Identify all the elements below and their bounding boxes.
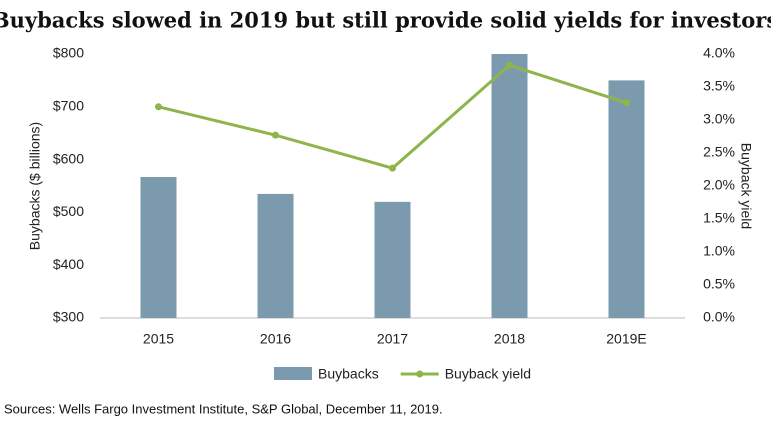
- legend-swatch: [416, 370, 424, 378]
- y-tick-label: $400: [53, 256, 84, 272]
- y2-tick-label: 0.0%: [703, 309, 735, 325]
- y2-tick-label: 1.0%: [703, 243, 735, 259]
- x-tick-label: 2019E: [606, 331, 646, 347]
- y2-tick-label: 3.0%: [703, 111, 735, 127]
- y-tick-label: $700: [53, 98, 84, 114]
- y-tick-label: $500: [53, 203, 84, 219]
- x-tick-label: 2017: [377, 331, 408, 347]
- x-tick-label: 2015: [143, 331, 174, 347]
- line-marker: [506, 61, 513, 69]
- source-note: Sources: Wells Fargo Investment Institut…: [4, 401, 443, 416]
- bar: [608, 80, 645, 319]
- y-tick-label: $300: [53, 309, 84, 325]
- x-tick-label: 2016: [260, 331, 291, 347]
- y-axis-title: Buybacks ($ billions): [27, 122, 43, 250]
- y2-tick-label: 4.0%: [703, 45, 735, 61]
- line-marker: [272, 131, 279, 139]
- line-marker: [389, 164, 396, 172]
- bar: [491, 54, 528, 318]
- chart-title: Buybacks slowed in 2019 but still provid…: [0, 8, 771, 33]
- x-tick-label: 2018: [494, 331, 525, 347]
- y-tick-label: $800: [53, 45, 84, 61]
- bar: [257, 193, 294, 318]
- y2-tick-label: 3.5%: [703, 78, 735, 94]
- y2-tick-label: 2.5%: [703, 144, 735, 160]
- line-marker: [623, 99, 630, 107]
- y2-tick-label: 0.5%: [703, 276, 735, 292]
- legend-label: Buybacks: [318, 366, 379, 382]
- legend-label: Buyback yield: [445, 366, 531, 382]
- bar: [374, 201, 411, 318]
- bar: [140, 177, 177, 318]
- y2-axis-title: Buyback yield: [738, 143, 754, 229]
- line: [158, 63, 627, 170]
- y2-tick-label: 2.0%: [703, 177, 735, 193]
- y-tick-label: $600: [53, 150, 84, 166]
- legend-swatch: [274, 367, 312, 380]
- line-marker: [155, 103, 162, 111]
- y2-tick-label: 1.5%: [703, 210, 735, 226]
